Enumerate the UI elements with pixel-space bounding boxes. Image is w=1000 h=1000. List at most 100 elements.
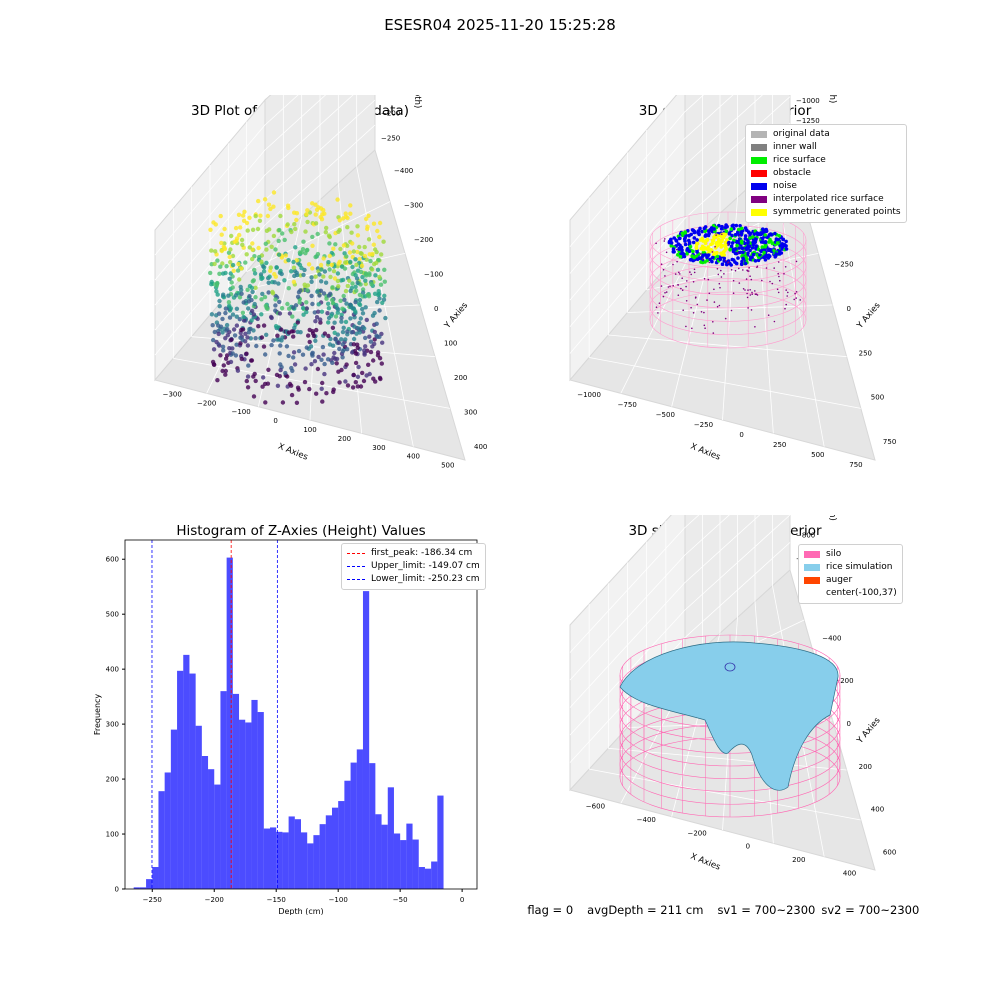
legend-swatch (751, 131, 767, 138)
raw-point (225, 326, 230, 332)
raw-point (377, 296, 382, 301)
classify-point (730, 233, 734, 238)
raw-point (351, 372, 356, 378)
legend-swatch (804, 564, 820, 571)
raw-point (229, 337, 234, 342)
histogram-bar (344, 780, 351, 889)
raw-point (211, 337, 216, 343)
raw-point (290, 314, 295, 319)
raw-point (239, 287, 244, 293)
classify-point (722, 249, 727, 253)
raw-point (353, 360, 359, 366)
interpolated-point (703, 311, 705, 314)
raw-point (252, 271, 258, 276)
raw-point (307, 327, 312, 333)
classify-point (700, 229, 704, 234)
raw-point (260, 291, 265, 297)
raw-point (243, 260, 248, 265)
classify-point (708, 228, 712, 232)
classify-point (698, 226, 702, 231)
classify-point (762, 250, 766, 255)
raw-point (330, 285, 335, 290)
raw-point (321, 207, 326, 213)
raw-point (295, 385, 301, 390)
raw-3d-plot[interactable]: −300 −200 −100 0 100 200 300 400 500 400 300 200 100… (110, 95, 500, 475)
raw-point (266, 290, 271, 295)
classify-point (739, 262, 744, 266)
classify-point (718, 239, 722, 244)
interpolated-point (658, 302, 661, 304)
interpolated-point (787, 291, 789, 294)
interpolated-point (657, 312, 659, 314)
sim-ytick: −400 (822, 634, 841, 642)
classify-point (729, 244, 734, 248)
histogram-chart[interactable]: Histogram of Z-Axies (Height) Values −250… (85, 515, 495, 915)
raw-point (258, 213, 263, 218)
raw-point (377, 234, 382, 240)
raw-point (319, 267, 324, 272)
legend-entry: noise (751, 180, 901, 193)
legend-entry: auger (804, 574, 897, 587)
interpolated-point (777, 291, 780, 294)
interpolated-point (747, 307, 749, 309)
classify-point (751, 235, 755, 239)
raw-point (315, 366, 321, 372)
interpolated-point (744, 289, 746, 291)
raw-point (273, 247, 278, 252)
interpolated-point (703, 277, 706, 280)
raw-point (309, 293, 314, 299)
sim-gridline (569, 527, 686, 653)
raw-point (364, 317, 369, 323)
raw-point (312, 310, 317, 315)
raw-point (314, 327, 319, 333)
raw-point (315, 231, 320, 237)
raw-point (364, 273, 369, 278)
raw-point (208, 270, 213, 276)
raw-point (282, 278, 287, 283)
interpolated-point (655, 242, 657, 245)
raw-point (332, 350, 337, 356)
cls-xlabel: X Axies (689, 442, 722, 463)
raw-point (220, 344, 226, 349)
interpolated-point (700, 253, 702, 255)
simulation-3d-plot[interactable]: −600 −400 −200 0 200 400 600 400 200 0 −200 −400 −60… (540, 515, 940, 885)
interpolated-point (692, 312, 695, 314)
classify-point (723, 245, 728, 250)
raw-point (230, 285, 235, 290)
histogram-bar (325, 815, 332, 889)
interpolated-point (681, 289, 684, 291)
raw-point (270, 291, 276, 296)
classify-point (767, 240, 771, 244)
raw-point (321, 256, 326, 261)
raw-point (348, 288, 353, 294)
classify-point (729, 227, 734, 231)
interpolated-point (685, 285, 687, 288)
raw-point (357, 320, 362, 326)
raw-point (307, 386, 312, 392)
interpolated-point (662, 268, 665, 271)
raw-point (235, 368, 241, 373)
raw-point (276, 252, 282, 257)
raw-point (233, 225, 239, 231)
raw-point (291, 334, 296, 339)
histogram-bar (319, 824, 326, 889)
raw-point (332, 320, 337, 325)
cls-gridline (684, 95, 734, 139)
classify-point (746, 246, 750, 250)
histogram-bars (133, 557, 444, 889)
raw-point (245, 374, 251, 379)
raw-point (256, 324, 261, 329)
raw-point (305, 208, 310, 213)
classify-point (669, 243, 674, 248)
legend-label: auger (826, 575, 853, 585)
sim-xtick: −200 (687, 829, 706, 837)
histogram-bar (220, 691, 227, 889)
classify-point (676, 253, 680, 257)
raw-point (263, 241, 268, 246)
raw-point (256, 245, 261, 251)
raw-point (353, 380, 358, 385)
legend-label: Lower_limit: -250.23 cm (371, 574, 480, 584)
classify-point (688, 258, 693, 262)
raw-point (220, 368, 225, 374)
raw-point (248, 336, 253, 341)
